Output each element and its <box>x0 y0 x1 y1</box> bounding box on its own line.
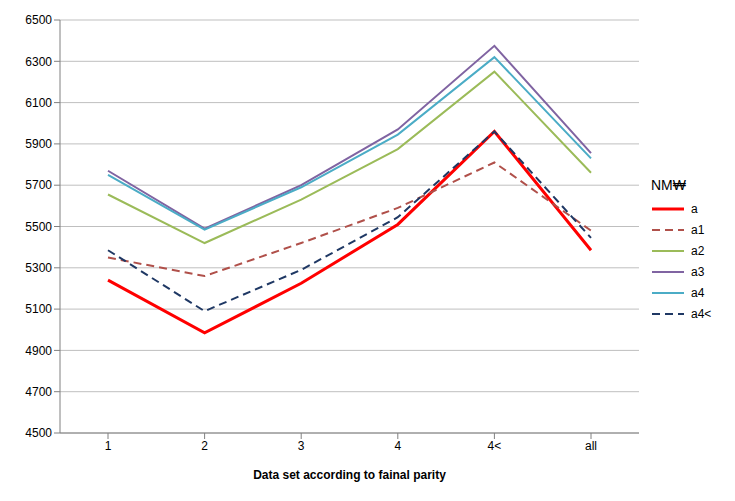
html-text:a: a <box>691 202 698 216</box>
svg-text:4500: 4500 <box>25 426 52 440</box>
svg-text:6500: 6500 <box>25 13 52 27</box>
svg-text:5900: 5900 <box>25 137 52 151</box>
html-text:a1: a1 <box>691 223 705 237</box>
svg-text:4900: 4900 <box>25 344 52 358</box>
svg-text:2: 2 <box>201 439 208 453</box>
svg-text:5100: 5100 <box>25 302 52 316</box>
svg-text:1: 1 <box>105 439 112 453</box>
svg-text:5700: 5700 <box>25 178 52 192</box>
html-text:a4: a4 <box>691 286 705 300</box>
svg-text:4: 4 <box>394 439 401 453</box>
svg-text:6300: 6300 <box>25 55 52 69</box>
svg-text:all: all <box>585 439 597 453</box>
svg-text:5500: 5500 <box>25 220 52 234</box>
svg-text:5300: 5300 <box>25 261 52 275</box>
svg-text:4<: 4< <box>488 439 502 453</box>
html-text:NM₩: NM₩ <box>651 176 686 193</box>
html-text:a3: a3 <box>691 265 705 279</box>
html-text:a2: a2 <box>691 244 705 258</box>
svg-text:3: 3 <box>298 439 305 453</box>
svg-text:4700: 4700 <box>25 385 52 399</box>
html-text:a4<: a4< <box>691 307 712 321</box>
svg-text:6100: 6100 <box>25 96 52 110</box>
svg-text:Data set according to fainal p: Data set according to fainal parity <box>253 468 446 482</box>
